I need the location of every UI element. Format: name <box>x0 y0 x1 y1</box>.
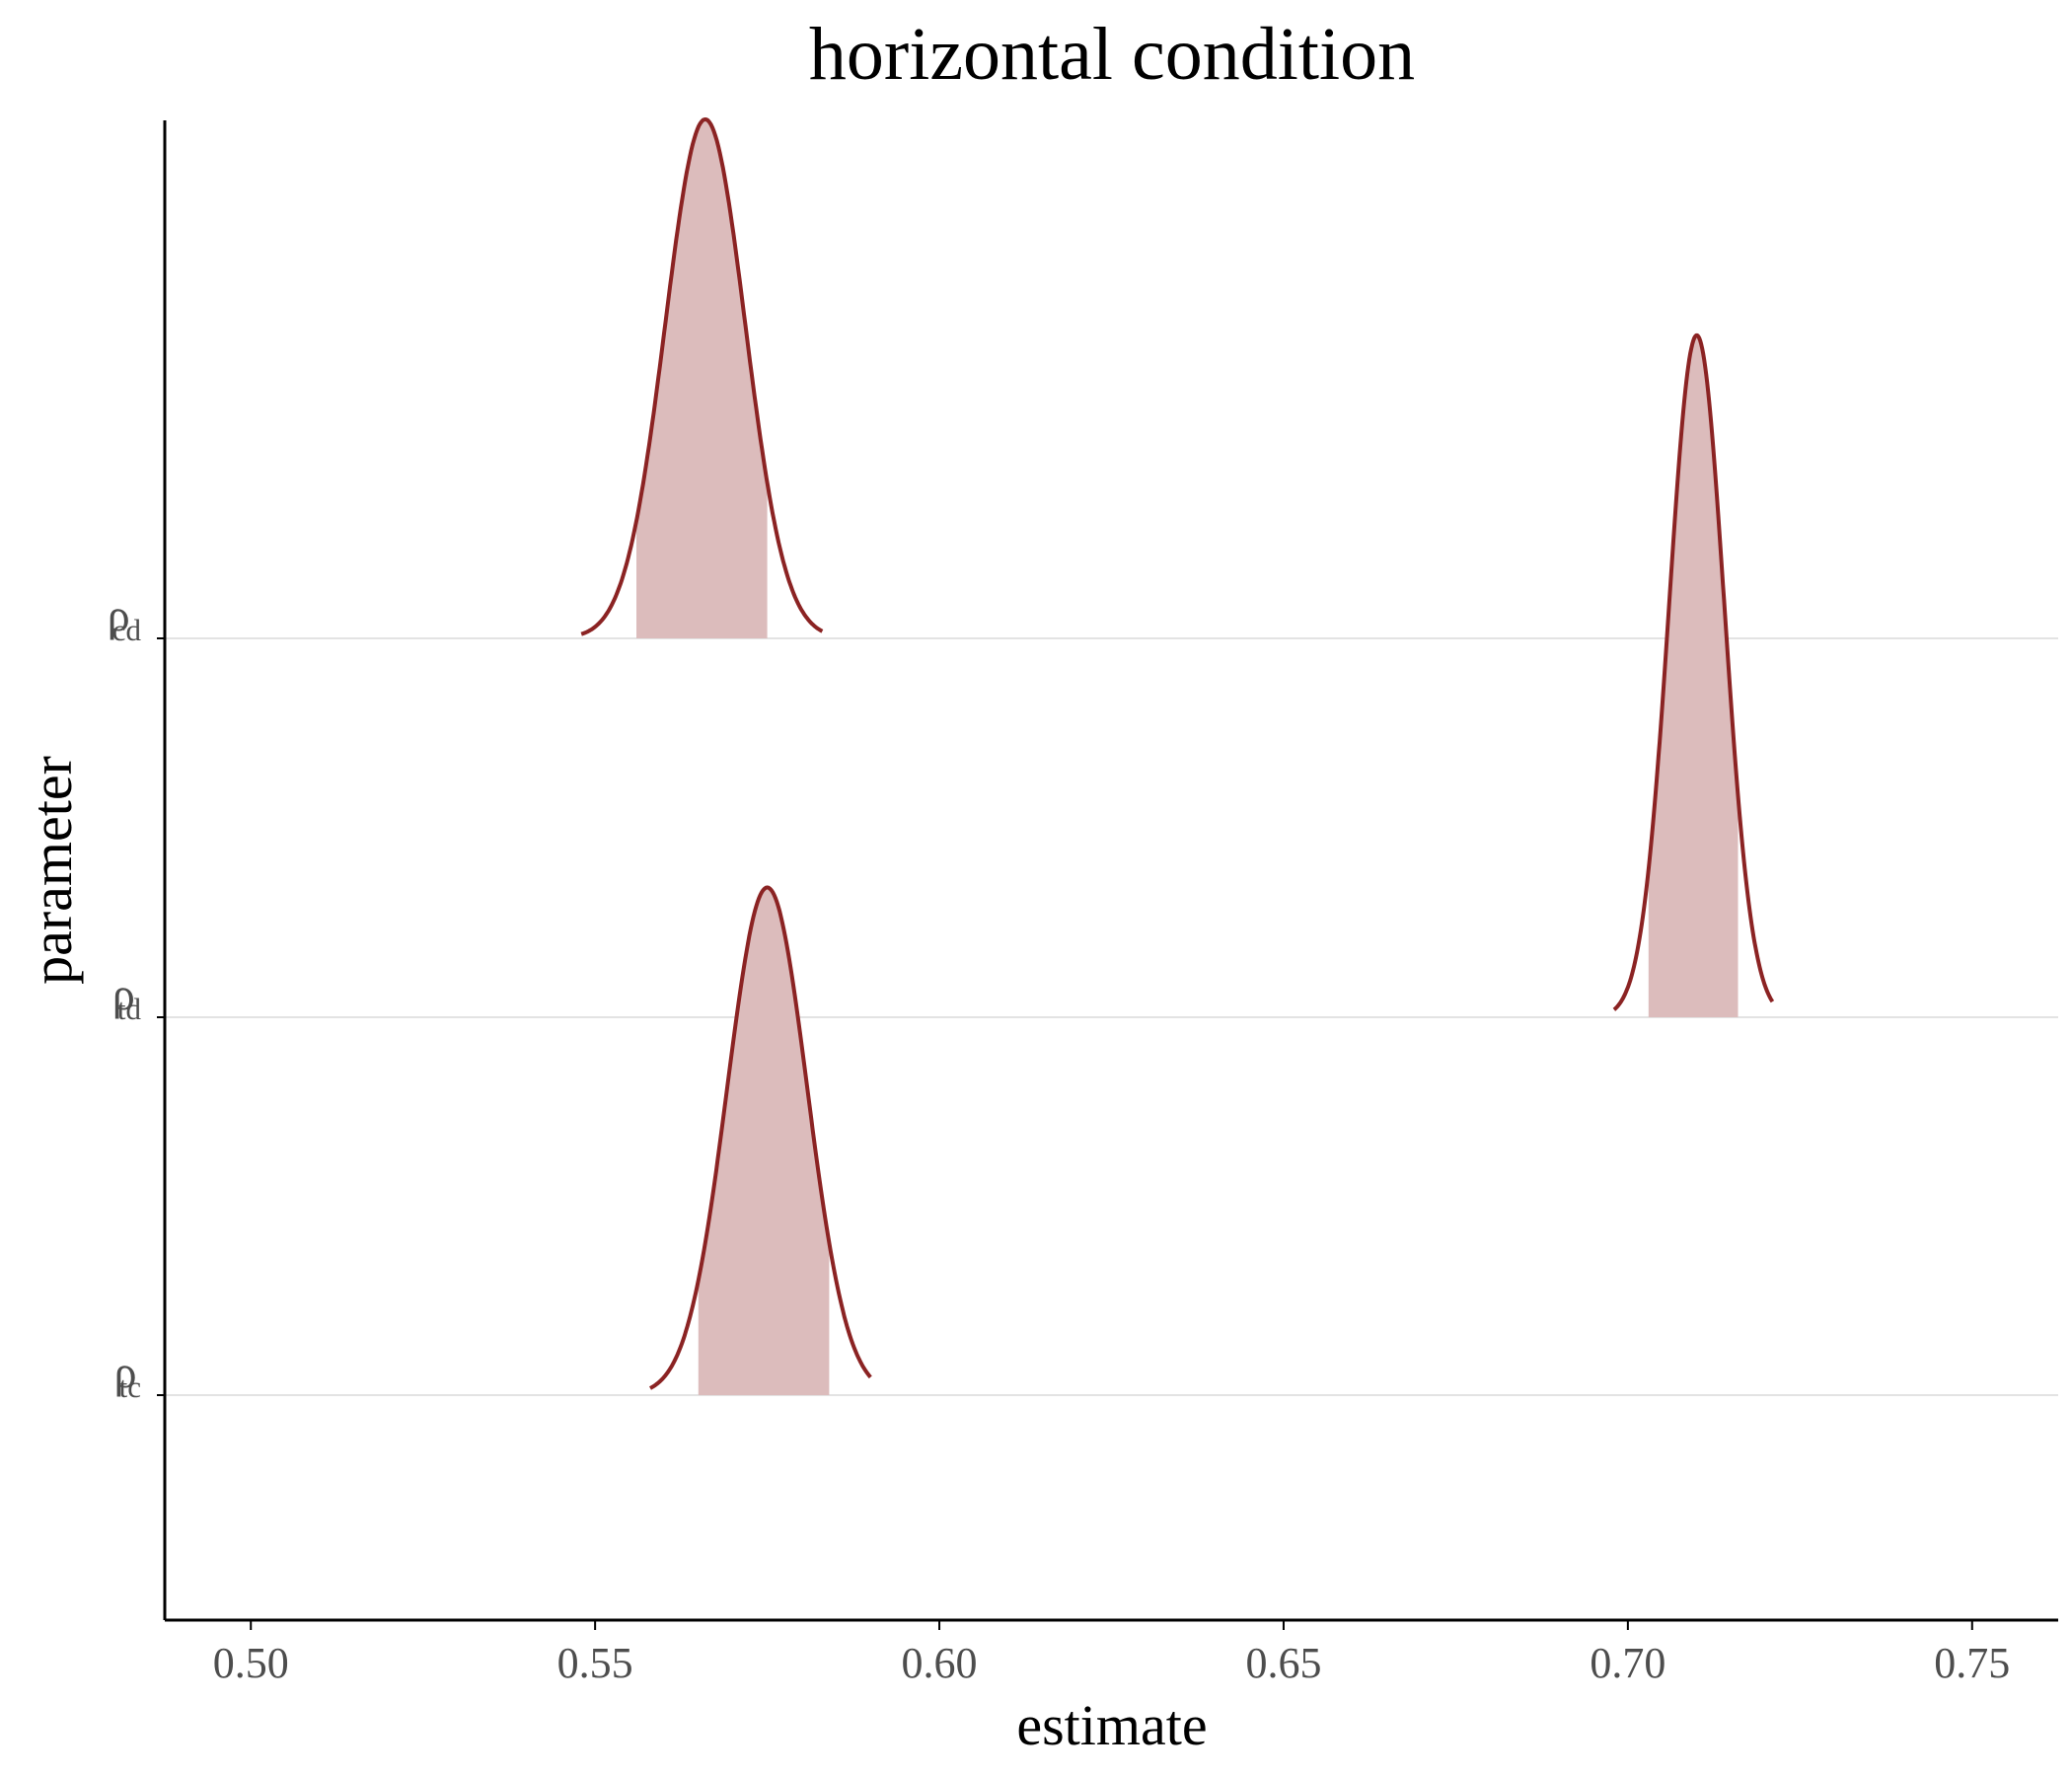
y-tick-subscript: tc <box>119 1369 141 1404</box>
x-axis-ticks: 0.50 0.55 0.60 0.65 0.70 0.75 <box>213 1620 2010 1687</box>
y-tick-label: ρtd <box>112 969 142 1026</box>
density-curve <box>649 885 872 1390</box>
density-interval-fill <box>1648 334 1739 1017</box>
y-tick-subscript: td <box>117 992 142 1026</box>
density-curve <box>580 117 824 636</box>
x-tick-label: 0.60 <box>902 1639 978 1687</box>
x-tick-label: 0.75 <box>1934 1639 2010 1687</box>
y-tick-symbol: ρ <box>114 1347 137 1397</box>
y-tick-symbol: ρ <box>112 969 135 1019</box>
density-curve <box>1612 333 1775 1011</box>
y-tick-label: ρtc <box>114 1347 141 1404</box>
x-tick-label: 0.65 <box>1245 1639 1321 1687</box>
x-axis-title: estimate <box>1016 1693 1207 1757</box>
density-curves <box>580 117 1775 1395</box>
density-interval-fill <box>636 119 768 638</box>
density-interval-fill <box>698 887 830 1395</box>
y-tick-symbol: ρ <box>108 590 130 640</box>
y-axis-title: parameter <box>20 756 84 985</box>
x-tick-label: 0.55 <box>557 1639 633 1687</box>
grid-lines <box>165 637 2058 1396</box>
y-tick-label: ρcd <box>108 590 142 647</box>
x-tick-label: 0.50 <box>213 1639 289 1687</box>
chart-title: horizontal condition <box>809 13 1415 96</box>
x-tick-label: 0.70 <box>1590 1639 1665 1687</box>
y-tick-subscript: cd <box>112 613 142 647</box>
